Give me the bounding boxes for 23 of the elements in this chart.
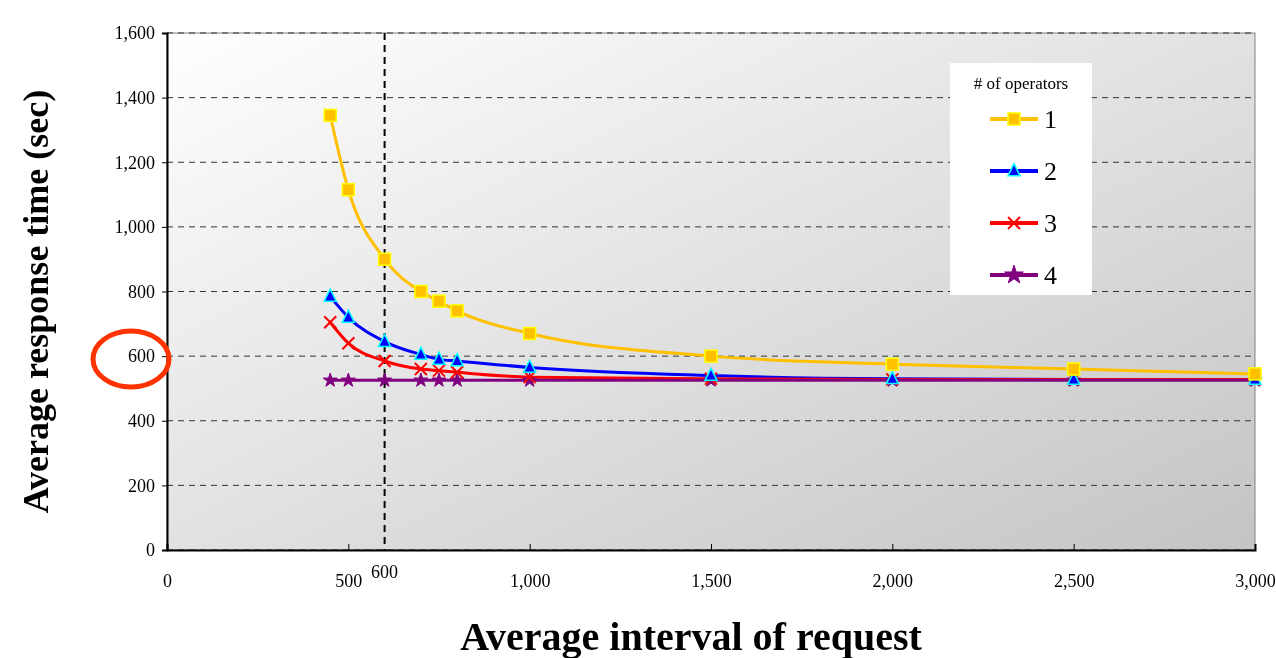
x-tick-label: 1,000: [509, 571, 551, 592]
x-tick-label: 2,500: [1053, 571, 1095, 592]
x-tick-label: 1,500: [691, 571, 732, 592]
x-tick-label: 0: [163, 571, 172, 592]
legend-label: 1: [1044, 105, 1057, 134]
y-tick-label: 1,600: [114, 23, 155, 44]
y-tick-label: 800: [128, 281, 155, 302]
y-tick-label: 1,000: [114, 217, 155, 238]
legend-label: 4: [1044, 261, 1057, 290]
x-tick-label: 2,000: [872, 571, 914, 592]
legend-label: 2: [1044, 157, 1057, 186]
y-axis-title: Average response time (sec): [16, 89, 56, 514]
y-tick-label: 1,200: [114, 152, 155, 173]
legend-title: # of operators: [973, 74, 1069, 93]
x-tick-label: 3,000: [1235, 571, 1276, 592]
ref-line-label: 600: [371, 562, 399, 582]
y-tick-label: 400: [128, 411, 155, 432]
y-tick-label: 1,400: [114, 87, 155, 108]
y-tick-label: 600: [128, 346, 155, 367]
y-tick-label: 0: [146, 540, 155, 561]
legend-label: 3: [1044, 209, 1057, 238]
y-tick-label: 200: [128, 475, 155, 496]
x-tick-label: 500: [335, 571, 363, 592]
